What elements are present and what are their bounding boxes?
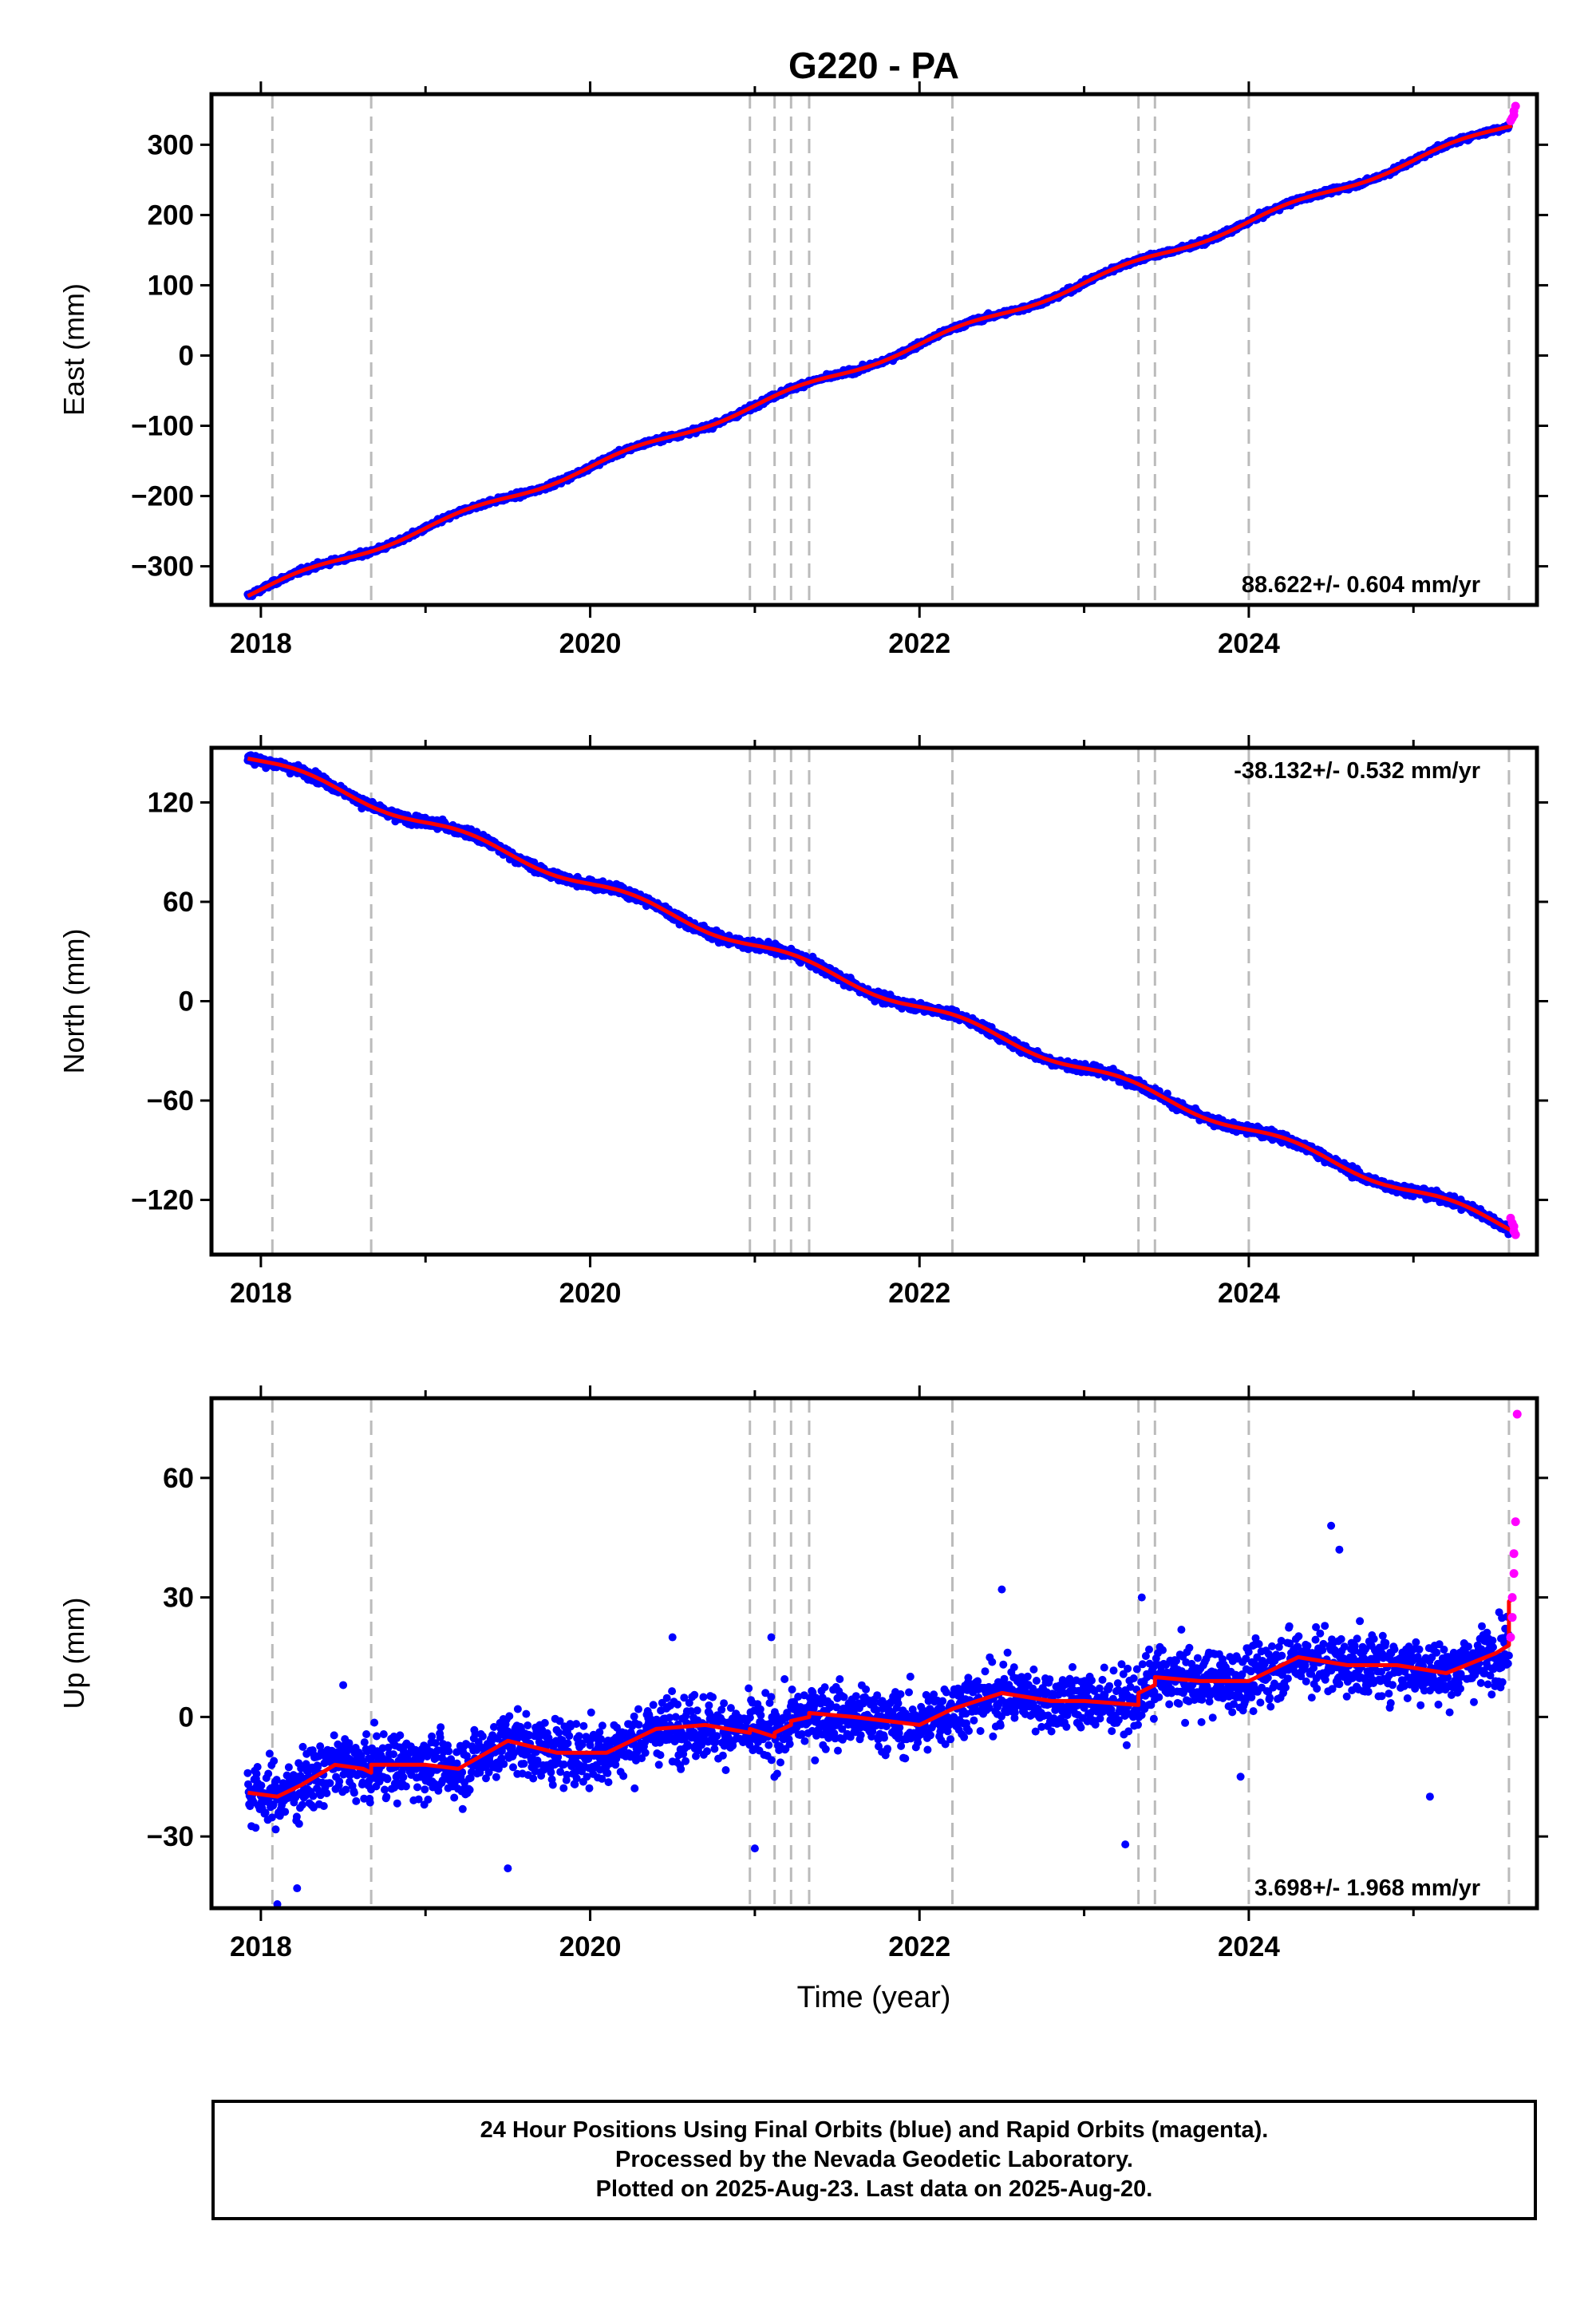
y-tick-label: 100: [148, 270, 194, 301]
east-rapid-points: [1506, 101, 1520, 125]
rate-label: 88.622+/- 0.604 mm/yr: [1242, 572, 1480, 598]
east-frame: [209, 92, 1539, 607]
chart-title: G220 - PA: [788, 45, 959, 86]
east-plot-area: [243, 94, 1520, 605]
y-tick-label: −100: [131, 411, 194, 442]
final-point: [1163, 1089, 1171, 1098]
y-tick-label: 300: [148, 129, 194, 160]
north-plot-area: [243, 748, 1520, 1255]
rapid-point: [1511, 101, 1520, 111]
y-axis-label: East (mm): [57, 283, 90, 416]
x-tick-label: 2022: [888, 628, 950, 659]
y-tick-label: −300: [131, 551, 194, 583]
x-tick-label: 2018: [230, 628, 292, 659]
y-tick-label: −200: [131, 481, 194, 512]
y-tick-label: 200: [148, 200, 194, 231]
x-tick-label: 2020: [559, 628, 622, 659]
east-model-line: [247, 124, 1513, 599]
east-panel: −300 −200 −100 0 100 200 300 2018 2020 2022 2024 Ea…: [57, 81, 1548, 659]
y-tick-label: 0: [179, 340, 194, 371]
x-tick-label: 2024: [1218, 628, 1280, 659]
